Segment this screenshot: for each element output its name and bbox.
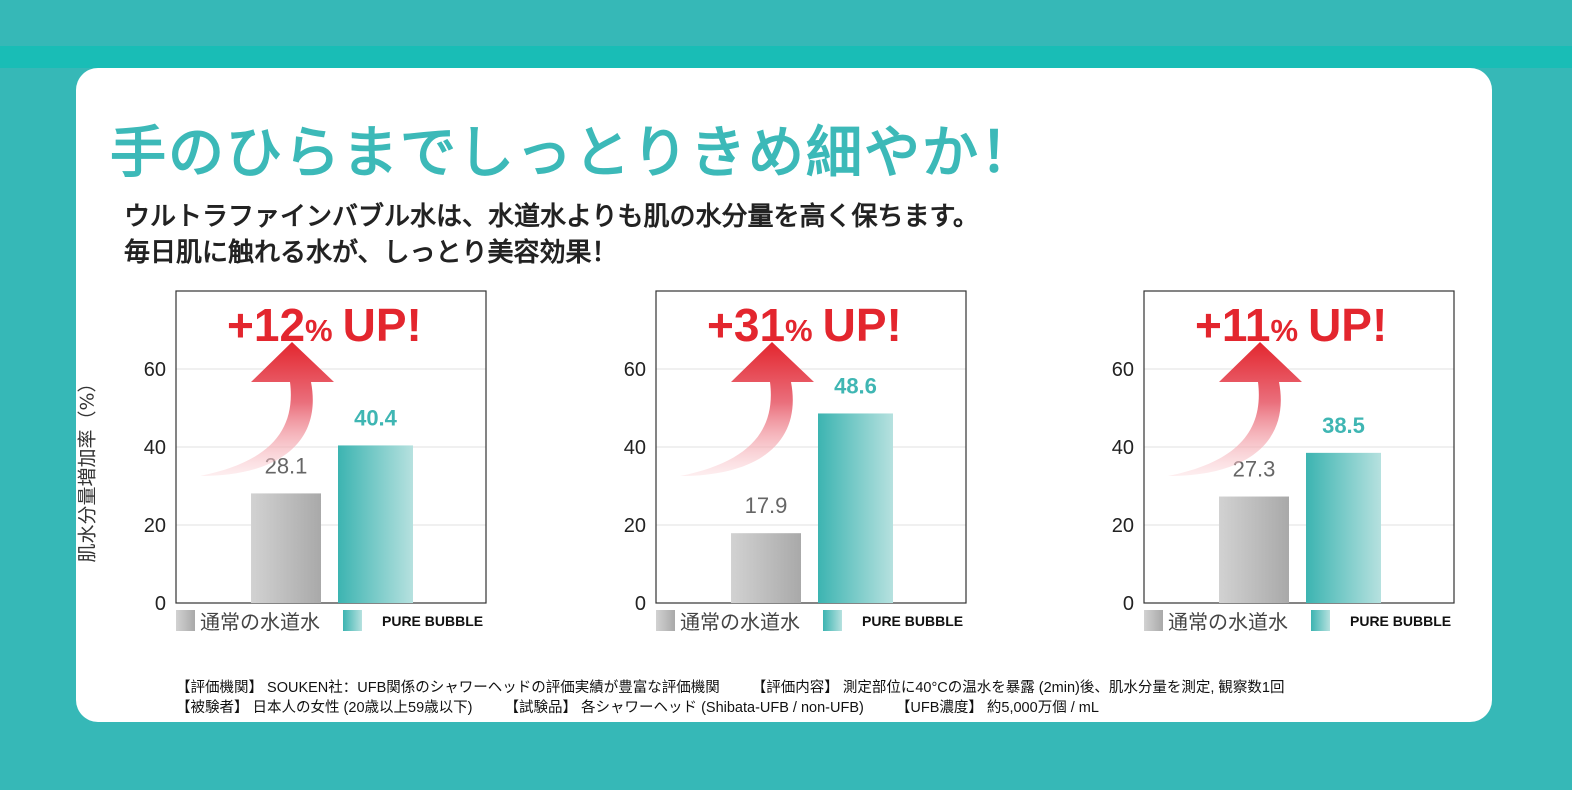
y-tick-label: 20 <box>624 515 646 537</box>
increase-suffix: UP! <box>343 299 422 351</box>
y-tick-label: 20 <box>1112 515 1134 537</box>
plot-frame <box>175 290 487 604</box>
data-label: 17.9 <box>745 493 788 518</box>
legend-swatch-tap <box>1144 610 1163 631</box>
subtext-line-2: 毎日肌に触れる水が、しっとり美容効果！ <box>124 238 618 268</box>
legend-swatch-pure <box>343 610 362 631</box>
note-concentration: 【UFB濃度】 約5,000万個 / mL <box>895 700 1099 716</box>
data-label: 38.5 <box>1322 413 1365 438</box>
data-label: 48.6 <box>834 373 877 398</box>
legend-label-pure: PURE BUBBLE <box>862 613 963 629</box>
chart-3: 0 20 40 60 27.3 38.5 +11% UP! 通常の水道水 PURE BUBBLE <box>1088 280 1568 640</box>
note-subjects: 【被験者】 日本人の女性 (20歳以上59歳以下) <box>176 700 473 716</box>
up-arrow-icon <box>680 342 814 476</box>
bar-tap-water <box>251 493 321 603</box>
subtext-line-1: ウルトラファインバブル水は、水道水よりも肌の水分量を高く保ちます。 <box>124 202 979 232</box>
y-tick-label: 20 <box>144 515 166 537</box>
increase-unit: % <box>1271 313 1299 348</box>
top-stripe <box>0 46 1572 68</box>
headline: 手のひらまでしっとりきめ細やか！ <box>110 121 1038 186</box>
note-method: 【評価内容】 測定部位に40°Cの温水を暴露 (2min)後、肌水分量を測定, … <box>751 680 1285 696</box>
increase-suffix: UP! <box>1308 299 1387 351</box>
y-tick-label: 0 <box>155 593 166 615</box>
top-banner <box>0 0 1572 46</box>
up-arrow-icon <box>200 342 334 476</box>
note-product: 【試験品】 各シャワーヘッド (Shibata-UFB / non-UFB) <box>504 700 864 716</box>
increase-value: +12 <box>227 299 305 351</box>
y-axis-label: 肌水分量増加率（%） <box>76 373 99 563</box>
plot-frame <box>655 290 967 604</box>
legend-swatch-tap <box>656 610 675 631</box>
increase-suffix: UP! <box>823 299 902 351</box>
y-tick-label: 40 <box>1112 437 1134 459</box>
legend-swatch-pure <box>823 610 842 631</box>
bar-tap-water <box>1219 496 1289 603</box>
bar-pure-bubble <box>1306 452 1381 603</box>
data-label: 40.4 <box>354 405 398 430</box>
legend-label-tap: 通常の水道水 <box>680 610 800 634</box>
increase-value: +11 <box>1195 299 1271 351</box>
increase-value: +31 <box>707 299 785 351</box>
y-tick-label: 0 <box>635 593 646 615</box>
y-tick-label: 60 <box>144 359 166 381</box>
notes-line-2: 【被験者】 日本人の女性 (20歳以上59歳以下) 【試験品】 各シャワーヘッド… <box>176 698 1312 718</box>
up-arrow-icon <box>1168 342 1302 476</box>
legend-swatch-pure <box>1311 610 1330 631</box>
increase-annotation: +12% UP! <box>227 299 422 351</box>
increase-unit: % <box>785 313 813 348</box>
increase-annotation: +11% UP! <box>1195 299 1387 351</box>
increase-unit: % <box>305 313 333 348</box>
legend-swatch-tap <box>176 610 195 631</box>
increase-annotation: +31% UP! <box>707 299 902 351</box>
bar-pure-bubble <box>818 413 893 603</box>
legend-label-pure: PURE BUBBLE <box>1350 613 1451 629</box>
chart-2: 0 20 40 60 17.9 48.6 +31% UP! 通常の水道水 PURE BUBBLE <box>600 280 1080 640</box>
y-tick-label: 60 <box>624 359 646 381</box>
bar-pure-bubble <box>338 445 413 603</box>
y-tick-label: 60 <box>1112 359 1134 381</box>
chart-svg: 0 20 40 60 17.9 48.6 +31% UP! 通常の水道水 PURE BUBBLE <box>624 290 967 634</box>
y-tick-label: 40 <box>624 437 646 459</box>
note-evaluator: 【評価機関】 SOUKEN社：UFB関係のシャワーヘッドの評価実績が豊富な評価機… <box>176 680 720 696</box>
legend-label-tap: 通常の水道水 <box>1168 610 1288 634</box>
bar-tap-water <box>731 533 801 603</box>
legend-label-tap: 通常の水道水 <box>200 610 320 634</box>
notes-line-1: 【評価機関】 SOUKEN社：UFB関係のシャワーヘッドの評価実績が豊富な評価機… <box>176 678 1312 698</box>
plot-frame <box>1143 290 1455 604</box>
y-tick-label: 0 <box>1123 593 1134 615</box>
test-notes: 【評価機関】 SOUKEN社：UFB関係のシャワーヘッドの評価実績が豊富な評価機… <box>176 678 1312 718</box>
y-tick-label: 40 <box>144 437 166 459</box>
chart-1: 0 20 40 60 28.1 40.4 +12% UP! 通常の水道水 PURE BUBBLE <box>120 280 600 640</box>
legend-label-pure: PURE BUBBLE <box>382 613 483 629</box>
